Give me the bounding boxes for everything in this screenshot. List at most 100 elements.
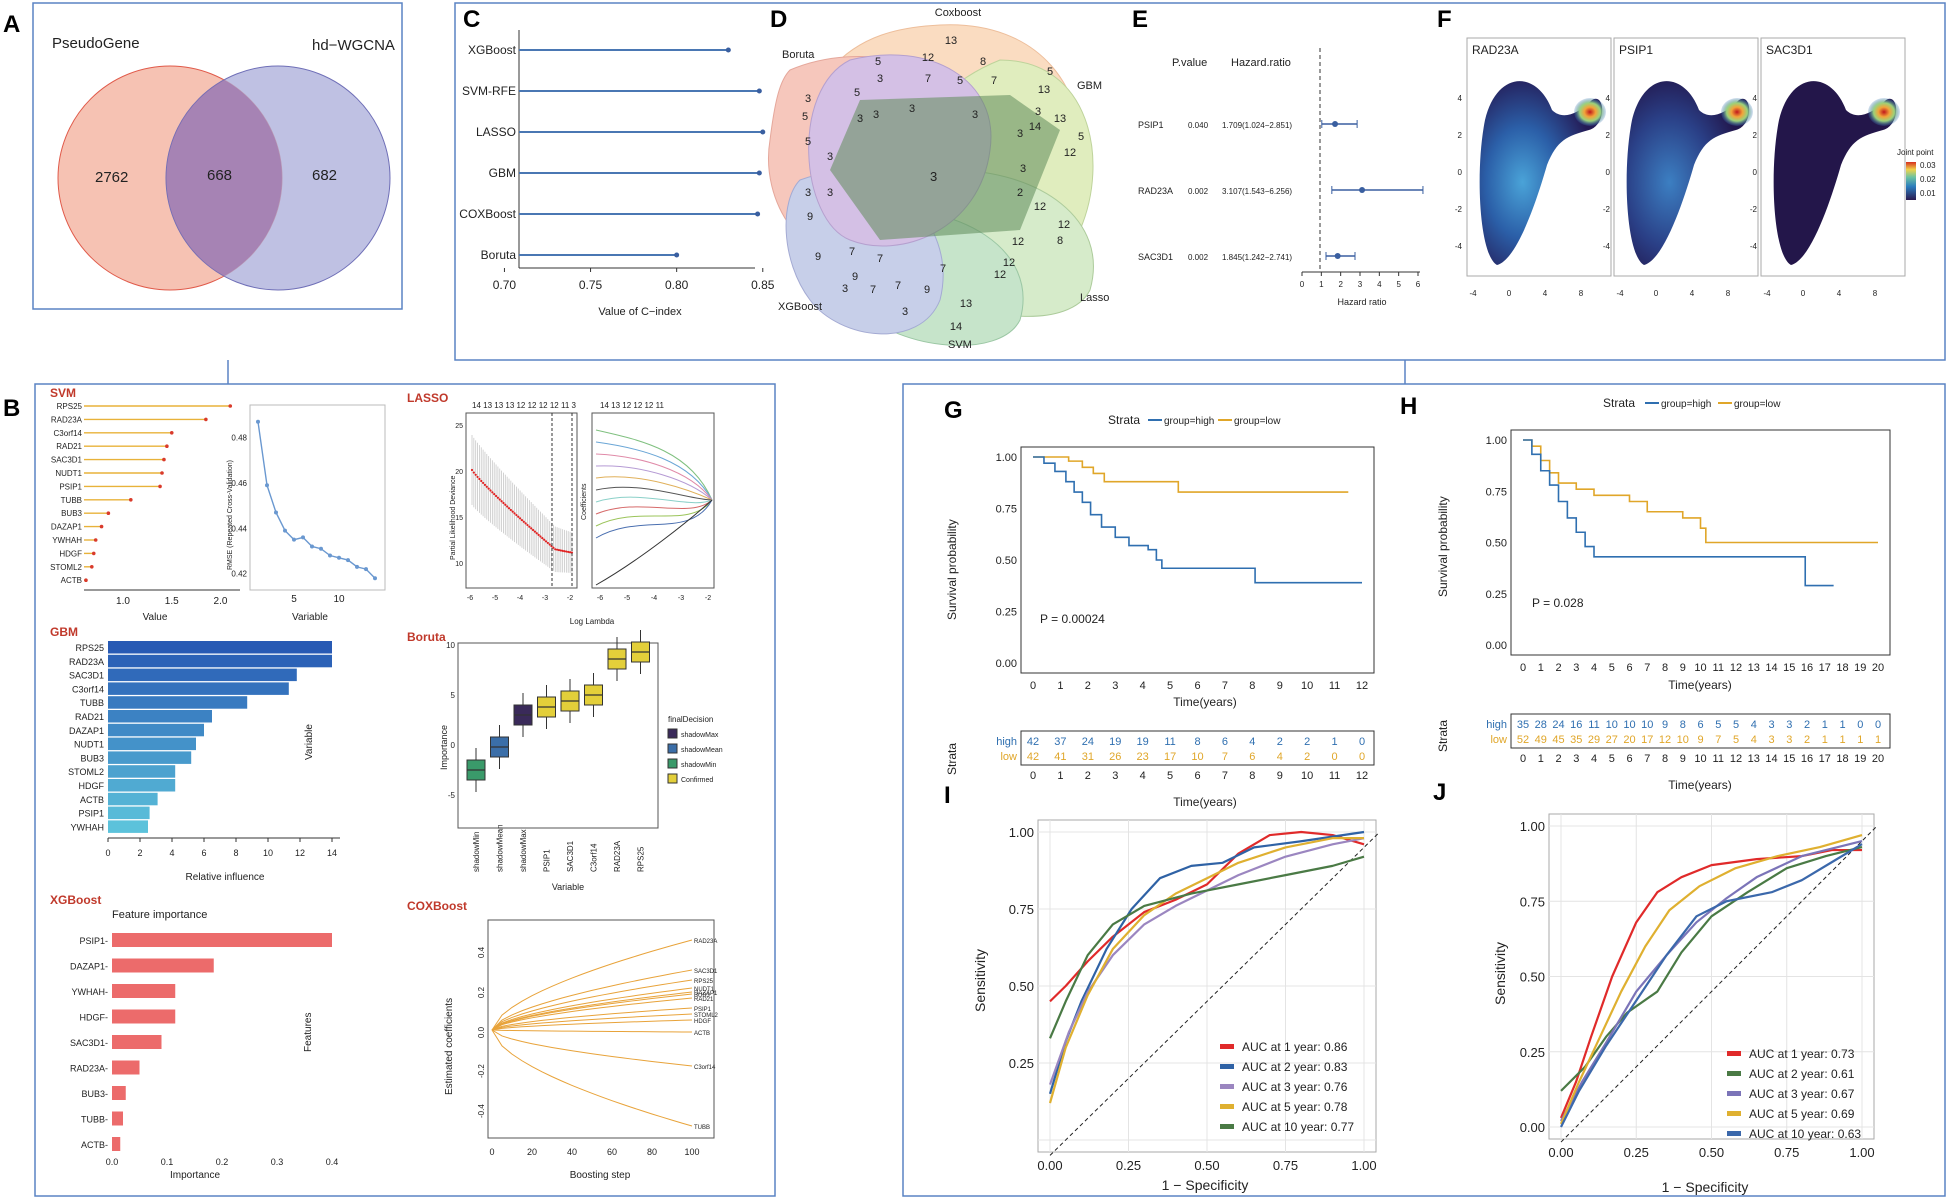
lasso-coef-path: [595, 496, 713, 504]
roc-legend-swatch: [1220, 1084, 1234, 1089]
lasso-cv-point: [496, 496, 499, 499]
coxboost-gene-label: C3orf14: [694, 1065, 716, 1071]
lasso-coef-xtick-label: -3: [678, 595, 684, 602]
coxboost-path: [491, 979, 693, 1031]
km-xtick-label: 16: [1801, 662, 1813, 674]
risk-label-high: high: [1486, 719, 1507, 731]
umap-ytick-label: -4: [1455, 242, 1463, 251]
km-xtick-label: 13: [1748, 662, 1760, 674]
lasso-cv-point: [500, 500, 503, 503]
lasso-cv-point: [504, 503, 507, 506]
lasso-coef-xtick-label: -6: [597, 595, 603, 602]
roc-curve: [1560, 846, 1863, 1092]
lasso-cv-point: [535, 532, 538, 535]
roc-xtick-label: 1.00: [1849, 1145, 1874, 1160]
lasso-cv-point: [502, 501, 505, 505]
roc-legend-swatch: [1727, 1111, 1741, 1116]
gbm-gene-label: STOML2: [68, 767, 104, 777]
risk-xtick-label: 12: [1730, 753, 1742, 765]
boruta-var-label: PSIP1: [543, 849, 552, 872]
lasso-cv-point: [472, 471, 475, 474]
venn6-region-count: 12: [994, 269, 1006, 281]
coxboost-gene-label: RAD21: [694, 997, 714, 1003]
panel-label-c: C: [463, 6, 480, 33]
c-method-label: XGBoost: [468, 43, 517, 57]
risk-xtick-label: 6: [1626, 753, 1632, 765]
umap-ytick-label: 0: [1606, 168, 1611, 177]
venn6-region-count: 14: [1029, 121, 1041, 133]
risk-xtick-label: 1: [1057, 770, 1063, 782]
xgb-bar: [112, 958, 214, 973]
risk-count-low: 5: [1733, 734, 1739, 746]
venn6-region-count: 5: [805, 136, 811, 148]
risk-count-high: 2: [1277, 736, 1283, 748]
umap-hotspot: [1868, 98, 1900, 126]
venn6-region-count: 13: [945, 35, 957, 47]
coxboost-xtick-label: 100: [684, 1147, 699, 1157]
e-gene: PSIP1: [1138, 120, 1164, 130]
risk-count-high: 10: [1623, 719, 1635, 731]
risk-count-low: 1: [1857, 734, 1863, 746]
risk-count-low: 49: [1535, 734, 1547, 746]
roc-xtick-label: 0.00: [1548, 1145, 1573, 1160]
lasso-cv-point: [511, 510, 514, 513]
risk-count-high: 11: [1164, 736, 1175, 748]
venn6-region-count: 3: [909, 103, 915, 115]
lasso-cv-point: [491, 491, 494, 494]
risk-xtick-label: 3: [1573, 753, 1579, 765]
xgb-gene-label: HDGF-: [80, 1013, 109, 1023]
rmse-point: [292, 537, 296, 542]
roc-xtick-label: 0.25: [1624, 1145, 1649, 1160]
boruta-xlabel: Variable: [552, 882, 584, 892]
lasso-ytick-label: 25: [455, 423, 463, 430]
risk-xtick-label: 10: [1694, 753, 1706, 765]
lasso-cv-point: [526, 523, 529, 527]
venn6-region-count: 13: [1038, 84, 1050, 96]
risk-xtick-label: 20: [1872, 753, 1884, 765]
gbm-xtick-label: 12: [295, 848, 305, 858]
lasso-cv-point: [554, 548, 557, 551]
e-hr-point: [1359, 187, 1366, 193]
roc-ytick-label: 0.25: [1520, 1045, 1545, 1060]
coxboost-path: [491, 969, 693, 1031]
roc-xtick-label: 0.50: [1699, 1145, 1724, 1160]
risk-count-high: 2: [1804, 719, 1810, 731]
roc-legend-swatch: [1220, 1064, 1234, 1069]
risk-count-low: 4: [1751, 734, 1757, 746]
venn6-region-count: 13: [1054, 113, 1066, 125]
f-legend-title: Joint point: [1897, 148, 1934, 157]
coxboost-path: [491, 1029, 693, 1127]
lasso-cv-point: [515, 513, 518, 517]
roc-ytick-label: 1.00: [1009, 825, 1034, 840]
lasso-cv-point: [565, 550, 568, 553]
gbm-gene-label: ACTB: [80, 795, 104, 805]
risk-count-high: 0: [1857, 719, 1863, 731]
km-xtick-label: 5: [1609, 662, 1615, 674]
lasso-cv-point: [533, 530, 537, 533]
gbm-bar: [108, 696, 248, 709]
gbm-bar: [108, 751, 192, 764]
xgb-xtick-label: 0.0: [106, 1157, 119, 1167]
svm-lollipop-dot: [91, 551, 96, 556]
risk-xtick-label: 13: [1748, 753, 1760, 765]
lasso-cv-point: [517, 515, 520, 518]
panel-f: F RAD23A -4 0 4 8 PSIP1 -4 0 4 8 SAC3D1 -4 0 4 8 4 4 4 2 2 2…: [1437, 6, 1936, 298]
km-ytick-label: 1.00: [1486, 435, 1507, 447]
risk-count-low: 12: [1659, 734, 1671, 746]
km-ytick-label: 0.00: [1486, 640, 1507, 652]
xgb-gene-label: TUBB-: [81, 1115, 108, 1125]
risk-xtick-label: 9: [1680, 753, 1686, 765]
risk-xtick-label: 11: [1713, 753, 1724, 765]
gbm-bar: [108, 710, 212, 723]
risk-count-low: 3: [1786, 734, 1792, 746]
km-xtick-label: 11: [1329, 680, 1340, 692]
lasso-cv-point: [487, 487, 490, 490]
f-legend-tick: 0.01: [1920, 189, 1936, 198]
roc-ytick-label: 0.25: [1009, 1056, 1034, 1071]
gbm-bar: [108, 806, 150, 820]
h-risk-strata: Strata: [1436, 720, 1450, 752]
venn-core-region: [830, 95, 1060, 240]
km-frame: [1020, 446, 1375, 674]
roc-legend-label: AUC at 1 year: 0.73: [1749, 1047, 1855, 1061]
venn-right-title: hd−WGCNA: [312, 37, 395, 54]
